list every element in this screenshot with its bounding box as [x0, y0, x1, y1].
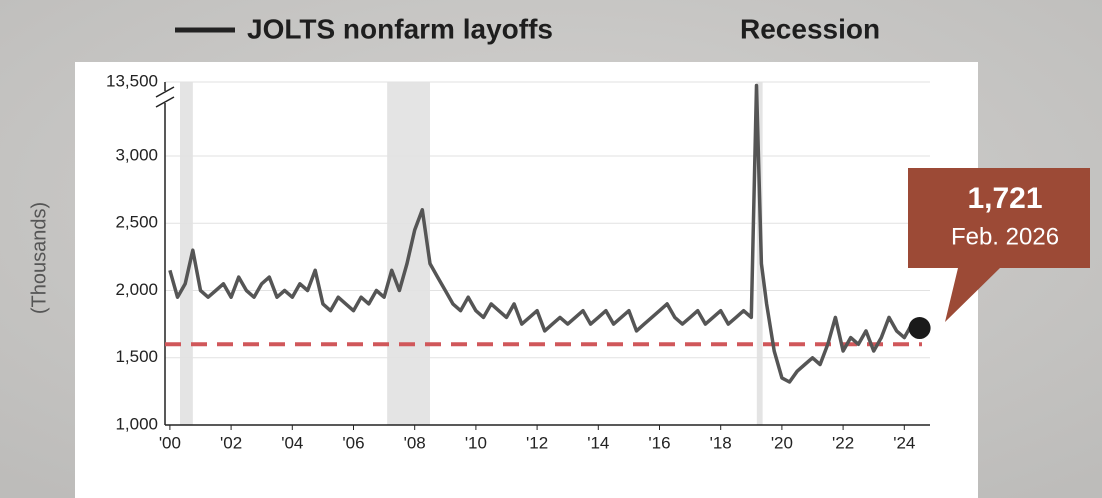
- y-tick-label: 1,000: [115, 414, 158, 433]
- axis-break-mark: [155, 86, 175, 98]
- y-tick-label: 13,500: [106, 71, 158, 90]
- x-tick-label: '24: [893, 433, 915, 452]
- x-tick-label: '10: [465, 433, 487, 452]
- y-tick-label: 2,500: [115, 213, 158, 232]
- recession-band: [179, 82, 193, 425]
- x-tick-label: '00: [159, 433, 181, 452]
- callout-date: Feb. 2026: [951, 223, 1059, 250]
- y-tick-label: 1,500: [115, 347, 158, 366]
- x-tick-label: '22: [832, 433, 854, 452]
- x-tick-label: '18: [710, 433, 732, 452]
- legend-recession: Recession: [740, 13, 880, 44]
- y-axis-label: (Thousands): [28, 202, 50, 314]
- x-tick-label: '04: [281, 433, 303, 452]
- x-tick-label: '16: [648, 433, 670, 452]
- x-tick-label: '20: [771, 433, 793, 452]
- x-tick-label: '12: [526, 433, 548, 452]
- y-tick-label: 2,000: [115, 280, 158, 299]
- axis-break-gap: [161, 91, 169, 103]
- x-tick-label: '08: [404, 433, 426, 452]
- x-tick-label: '02: [220, 433, 242, 452]
- x-tick-label: '06: [342, 433, 364, 452]
- legend-label: JOLTS nonfarm layoffs: [247, 13, 553, 44]
- end-dot: [908, 317, 931, 340]
- callout-box: [908, 168, 1090, 322]
- x-tick-label: '14: [587, 433, 609, 452]
- series-line: [168, 83, 921, 384]
- callout-value: 1,721: [967, 182, 1042, 215]
- y-tick-label: 3,000: [115, 145, 158, 164]
- axis-break-mark: [155, 96, 175, 108]
